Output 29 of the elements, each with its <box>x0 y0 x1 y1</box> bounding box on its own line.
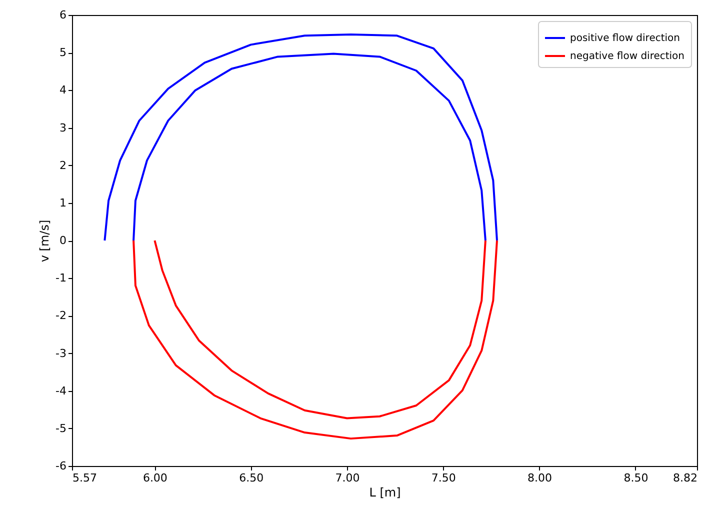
line-series <box>132 52 486 242</box>
y-tick-label: 6 <box>60 8 66 22</box>
line-series <box>154 240 486 420</box>
x-tick-label: 8.00 <box>528 472 552 484</box>
line-series <box>132 240 498 440</box>
line-series <box>104 34 498 242</box>
y-tick-label: -1 <box>56 272 66 285</box>
legend-label: positive flow direction <box>570 33 680 44</box>
x-tick-label: 5.57 <box>72 472 97 484</box>
y-tick-label: -5 <box>56 422 66 435</box>
x-tick-label: 7.50 <box>431 472 456 484</box>
x-tick-label: 6.50 <box>239 472 264 484</box>
y-tick-label: 2 <box>60 158 66 172</box>
x-tick-label: 8.50 <box>624 472 648 484</box>
y-tick-label: 0 <box>60 234 66 247</box>
y-tick-label: -3 <box>56 346 66 360</box>
x-tick-label: 8.82 <box>673 472 698 484</box>
y-tick-label: -6 <box>56 460 66 472</box>
x-tick-label: 7.00 <box>335 472 360 484</box>
y-tick-label: 4 <box>60 84 66 97</box>
y-tick-label: -4 <box>56 384 66 398</box>
y-axis-title: v [m/s] <box>38 220 52 262</box>
legend-label: negative flow direction <box>570 51 685 62</box>
x-axis-title: L [m] <box>369 486 401 500</box>
y-tick-label: 1 <box>60 196 66 210</box>
x-tick-label: 6.00 <box>142 472 168 484</box>
y-tick-label: -2 <box>56 309 66 322</box>
y-tick-label: 5 <box>60 46 66 60</box>
y-tick-label: 3 <box>60 121 66 134</box>
